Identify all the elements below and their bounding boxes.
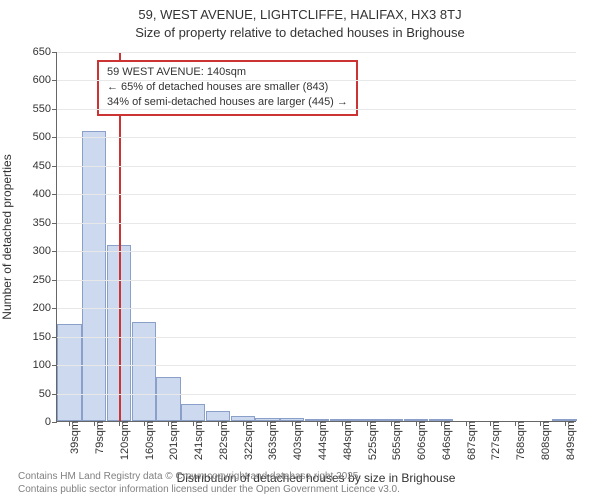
ytick-label: 450: [33, 160, 51, 172]
gridline: [57, 80, 576, 81]
xtick-label: 282sqm: [218, 421, 230, 460]
gridline: [57, 137, 576, 138]
ytick-label: 0: [45, 416, 51, 428]
xtick-label: 120sqm: [119, 421, 131, 460]
gridline: [57, 394, 576, 395]
title-line2: Size of property relative to detached ho…: [0, 24, 600, 42]
ytick-mark: [52, 280, 57, 281]
footer-line2: Contains public sector information licen…: [18, 484, 400, 497]
footer-attribution: Contains HM Land Registry data © Crown c…: [18, 471, 400, 496]
xtick-label: 606sqm: [416, 421, 428, 460]
xtick-label: 727sqm: [490, 421, 502, 460]
xtick-label: 525sqm: [367, 421, 379, 460]
ytick-mark: [52, 394, 57, 395]
histogram-bar: [57, 324, 81, 421]
ytick-label: 300: [33, 245, 51, 257]
xtick-label: 160sqm: [144, 421, 156, 460]
xtick-label: 79sqm: [94, 421, 106, 454]
ytick-mark: [52, 80, 57, 81]
xtick-label: 687sqm: [466, 421, 478, 460]
callout-line2: ← 65% of detached houses are smaller (84…: [107, 80, 348, 95]
ytick-mark: [52, 308, 57, 309]
histogram-bar: [82, 131, 106, 421]
plot-region: 59 WEST AVENUE: 140sqm ← 65% of detached…: [56, 52, 576, 422]
ytick-mark: [52, 422, 57, 423]
ytick-label: 50: [39, 388, 51, 400]
ytick-label: 600: [33, 74, 51, 86]
xtick-label: 363sqm: [267, 421, 279, 460]
gridline: [57, 52, 576, 53]
ytick-label: 250: [33, 274, 51, 286]
xtick-label: 849sqm: [565, 421, 577, 460]
xtick-label: 808sqm: [540, 421, 552, 460]
reference-callout: 59 WEST AVENUE: 140sqm ← 65% of detached…: [97, 60, 358, 116]
gridline: [57, 194, 576, 195]
gridline: [57, 308, 576, 309]
gridline: [57, 280, 576, 281]
ytick-label: 100: [33, 359, 51, 371]
ytick-label: 350: [33, 217, 51, 229]
gridline: [57, 166, 576, 167]
ytick-label: 650: [33, 46, 51, 58]
ytick-label: 150: [33, 331, 51, 343]
footer-line1: Contains HM Land Registry data © Crown c…: [18, 471, 400, 484]
xtick-label: 565sqm: [391, 421, 403, 460]
xtick-label: 403sqm: [292, 421, 304, 460]
ytick-mark: [52, 52, 57, 53]
ytick-mark: [52, 365, 57, 366]
xtick-label: 768sqm: [515, 421, 527, 460]
xtick-label: 646sqm: [441, 421, 453, 460]
gridline: [57, 223, 576, 224]
title-line1: 59, WEST AVENUE, LIGHTCLIFFE, HALIFAX, H…: [0, 6, 600, 24]
ytick-label: 400: [33, 188, 51, 200]
histogram-bar: [206, 411, 230, 421]
callout-line3: 34% of semi-detached houses are larger (…: [107, 95, 348, 110]
gridline: [57, 365, 576, 366]
ytick-mark: [52, 223, 57, 224]
ytick-mark: [52, 251, 57, 252]
gridline: [57, 337, 576, 338]
gridline: [57, 109, 576, 110]
histogram-bar: [156, 377, 180, 421]
gridline: [57, 251, 576, 252]
xtick-label: 241sqm: [193, 421, 205, 460]
chart-title: 59, WEST AVENUE, LIGHTCLIFFE, HALIFAX, H…: [0, 0, 600, 41]
xtick-label: 201sqm: [168, 421, 180, 460]
ytick-label: 200: [33, 302, 51, 314]
callout-line1: 59 WEST AVENUE: 140sqm: [107, 65, 348, 80]
xtick-label: 39sqm: [69, 421, 81, 454]
ytick-mark: [52, 109, 57, 110]
ytick-label: 550: [33, 103, 51, 115]
ytick-mark: [52, 166, 57, 167]
xtick-label: 444sqm: [317, 421, 329, 460]
ytick-mark: [52, 194, 57, 195]
y-axis-title: Number of detached properties: [0, 154, 14, 319]
xtick-label: 484sqm: [342, 421, 354, 460]
histogram-bar: [181, 404, 205, 421]
ytick-mark: [52, 137, 57, 138]
xtick-label: 322sqm: [243, 421, 255, 460]
chart-area: 59 WEST AVENUE: 140sqm ← 65% of detached…: [56, 52, 576, 422]
ytick-mark: [52, 337, 57, 338]
ytick-label: 500: [33, 131, 51, 143]
